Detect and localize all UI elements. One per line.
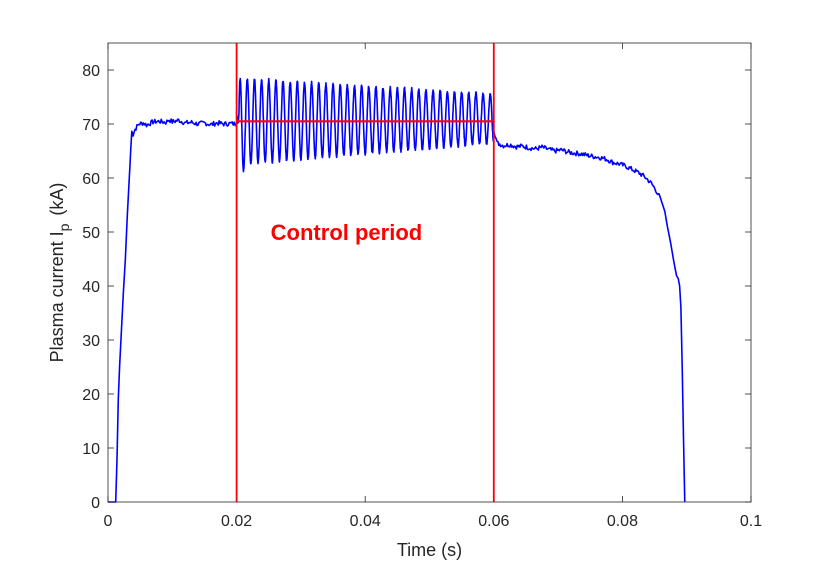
series-line-1: [493, 131, 686, 503]
y-tick-label: 50: [82, 225, 100, 242]
reference-lines-layer: [235, 43, 495, 502]
plot-frame: [107, 42, 752, 503]
x-tick-label: 0.04: [350, 513, 381, 530]
y-tick-label: 40: [82, 279, 100, 296]
plot-area: [108, 43, 751, 502]
y-axis-label: Plasma current Ip (kA): [47, 183, 72, 363]
tick-labels-layer: 0 0.02 0.04 0.06 0.08 0.1 0 10 20 30 40 50 60 70 80: [82, 63, 762, 530]
x-tick-label: 0.1: [740, 513, 762, 530]
series-line-0: [108, 115, 239, 503]
x-tick-label: 0.08: [607, 513, 638, 530]
y-axis-label-main: Plasma current I: [47, 231, 67, 362]
y-axis-label-subscript: p: [56, 223, 72, 231]
series-line-2: [235, 77, 495, 173]
y-tick-label: 30: [82, 333, 100, 350]
y-axis-label-unit: (kA): [47, 183, 67, 216]
x-tick-label: 0.06: [478, 513, 509, 530]
y-tick-label: 70: [82, 117, 100, 134]
y-tick-label: 0: [91, 495, 100, 512]
y-tick-label: 60: [82, 171, 100, 188]
annotation-control-period: Control period: [271, 220, 423, 245]
y-tick-label: 10: [82, 441, 100, 458]
x-tick-label: 0.02: [221, 513, 252, 530]
series-layer: [108, 77, 686, 503]
y-tick-label: 20: [82, 387, 100, 404]
x-axis-label: Time (s): [397, 540, 462, 560]
y-tick-label: 80: [82, 63, 100, 80]
x-tick-label: 0: [104, 513, 113, 530]
